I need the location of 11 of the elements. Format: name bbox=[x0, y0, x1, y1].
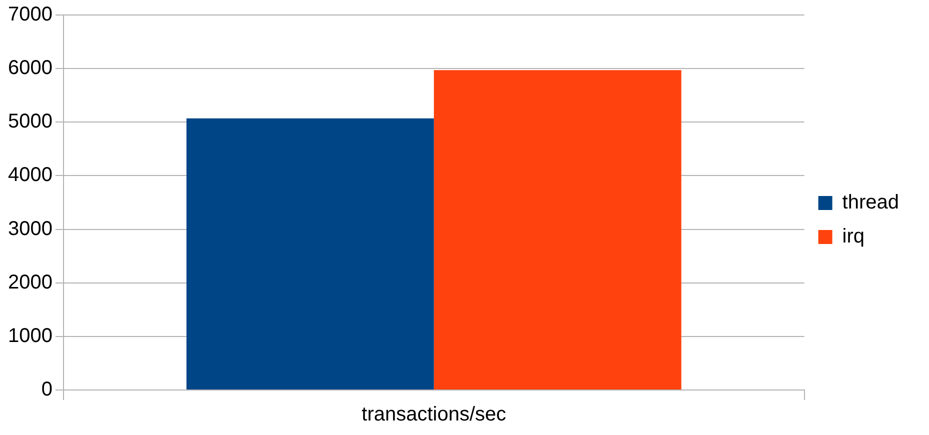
y-tick-label: 7000 bbox=[8, 4, 52, 26]
y-tick-label: 6000 bbox=[8, 57, 52, 80]
y-tick-label: 4000 bbox=[8, 164, 52, 186]
y-tick-label: 0 bbox=[41, 378, 52, 401]
legend-label: irq bbox=[842, 226, 865, 248]
y-tick-label: 3000 bbox=[8, 218, 52, 240]
legend-label: thread bbox=[842, 192, 900, 214]
y-tick-label: 2000 bbox=[8, 271, 52, 294]
y-tick-label: 5000 bbox=[8, 110, 52, 133]
x-tick-label: transactions/sec bbox=[362, 404, 506, 426]
y-tick-label: 1000 bbox=[8, 324, 52, 347]
